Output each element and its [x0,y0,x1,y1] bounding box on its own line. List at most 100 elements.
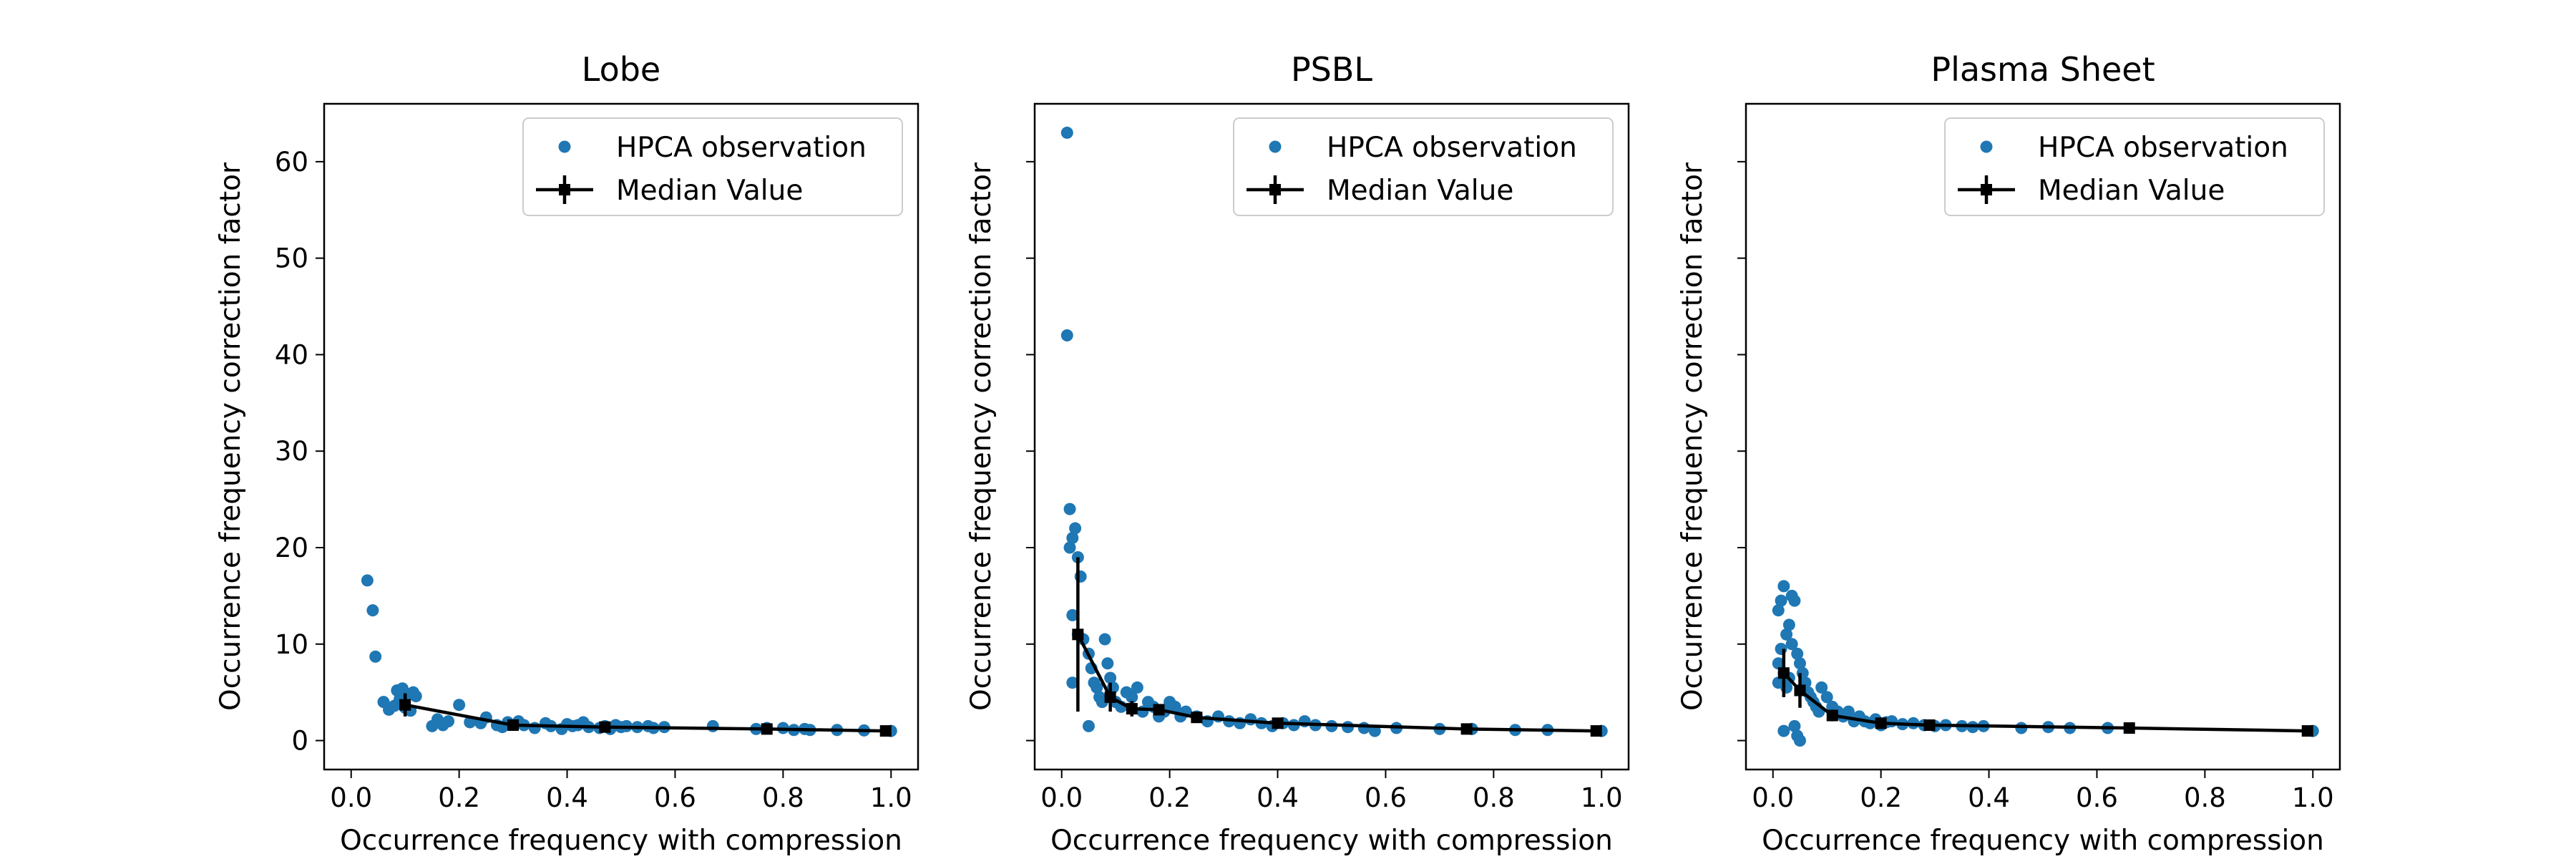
panel-lobe: Lobe 0.0 0.2 0.4 0.6 0.8 1.0 0 10 20 30 40 50 60 Occur… [215,50,919,857]
scatter-point [1788,719,1801,732]
scatter-point [1772,657,1785,670]
plot-data [361,574,897,737]
panel-title: Lobe [582,50,660,89]
median-marker [1272,717,1284,729]
legend-median-marker [1981,184,1992,195]
x-tick-label: 0.0 [1752,782,1794,813]
scatter-point [1098,633,1111,646]
y-tick-label: 60 [275,147,308,178]
y-tick-label: 0 [291,726,308,757]
legend-box [522,117,903,216]
scatter-point [1066,608,1079,621]
x-tick-label: 0.6 [2076,782,2118,813]
scatter-point [1772,604,1785,617]
scatter-point [1788,594,1801,607]
plot-data [1060,126,1608,737]
x-tick-label: 0.4 [1257,782,1299,813]
legend-scatter-marker [558,140,571,153]
scatter-point [706,719,719,732]
x-tick-label: 0.8 [762,782,804,813]
x-tick-label: 0.2 [1148,782,1191,813]
scatter-point [361,574,374,587]
legend-box [1944,117,2325,216]
scatter-point [1060,126,1073,139]
scatter-point [1060,329,1073,341]
median-marker [1826,709,1838,722]
panel-title: PSBL [1291,50,1372,89]
x-tick-label: 0.0 [330,782,372,813]
median-marker [1460,723,1473,735]
scatter-point [1791,647,1804,660]
legend: HPCA observation Median Value [522,117,903,216]
x-tick-label: 0.6 [654,782,696,813]
y-tick-label: 20 [275,533,308,563]
x-tick-label: 0.2 [438,782,480,813]
scatter-point [409,690,422,703]
scatter-point [1357,722,1370,734]
median-marker [761,723,773,735]
median-marker [1923,719,1936,731]
panel-psbl: PSBL 0.0 0.2 0.4 0.6 0.8 1.0 Occurrence frequen… [965,50,1630,857]
scatter-point [1820,691,1833,704]
scatter-point [1777,580,1790,593]
median-marker [1777,667,1790,679]
scatter-point [1244,713,1257,726]
scatter-point [1793,657,1806,670]
scatter-point [1169,700,1181,713]
x-axis-label: Occurrence frequency with compression [340,825,902,857]
scatter-point [1780,628,1793,641]
scatter-point [369,650,382,663]
x-tick-label: 0.2 [1860,782,1902,813]
x-tick-label: 1.0 [2292,782,2334,813]
legend-median-marker [1269,184,1281,195]
median-marker [1590,725,1602,737]
scatter-point [1126,691,1138,704]
legend: HPCA observation Median Value [1233,117,1614,216]
median-marker [2301,725,2313,737]
median-marker [1191,712,1203,724]
scatter-point [1815,681,1828,694]
scatter-point [1885,715,1898,728]
median-marker [599,721,611,733]
scatter-point [1063,541,1076,554]
scatter-point [1066,676,1079,689]
legend-scatter-marker [1980,140,1993,153]
x-tick-label: 1.0 [870,782,912,813]
scatter-point [1782,618,1795,631]
median-marker [507,719,519,731]
legend-label-observation: HPCA observation [1327,132,1577,164]
panel-plasma-sheet: Plasma Sheet 0.0 0.2 0.4 0.6 0.8 1.0 Occurrence… [1677,50,2341,857]
y-axis-label: Occurrence frequency correction factor [215,162,247,711]
scatter-point [1131,681,1143,694]
scatter-point [1793,734,1806,747]
median-marker [1072,629,1084,641]
scatter-point [1069,522,1082,535]
legend-label-median: Median Value [2038,175,2225,207]
axes-frame [1033,102,1630,771]
legend-label-median: Median Value [616,175,803,207]
y-tick-label: 40 [275,339,308,370]
x-tick-label: 0.8 [2184,782,2226,813]
y-tick-label: 50 [275,243,308,274]
median-marker [1126,703,1138,715]
scatter-point [442,715,455,728]
median-marker [1875,717,1887,729]
scatter-point [1842,705,1855,718]
x-tick-label: 0.0 [1040,782,1083,813]
median-marker [1104,691,1116,703]
scatter-point [1063,503,1076,515]
scatter-point [1104,671,1117,684]
median-marker [879,725,892,737]
legend-scatter-marker [1269,140,1282,153]
legend: HPCA observation Median Value [1944,117,2325,216]
y-tick-label: 10 [275,629,308,660]
x-tick-label: 0.4 [546,782,588,813]
x-tick-label: 0.4 [1968,782,2010,813]
scatter-point [1101,657,1114,670]
legend-box [1233,117,1614,216]
median-marker [1153,704,1165,716]
x-tick-label: 1.0 [1581,782,1623,813]
axes-frame [1745,102,2341,771]
scatter-point [1091,681,1103,694]
